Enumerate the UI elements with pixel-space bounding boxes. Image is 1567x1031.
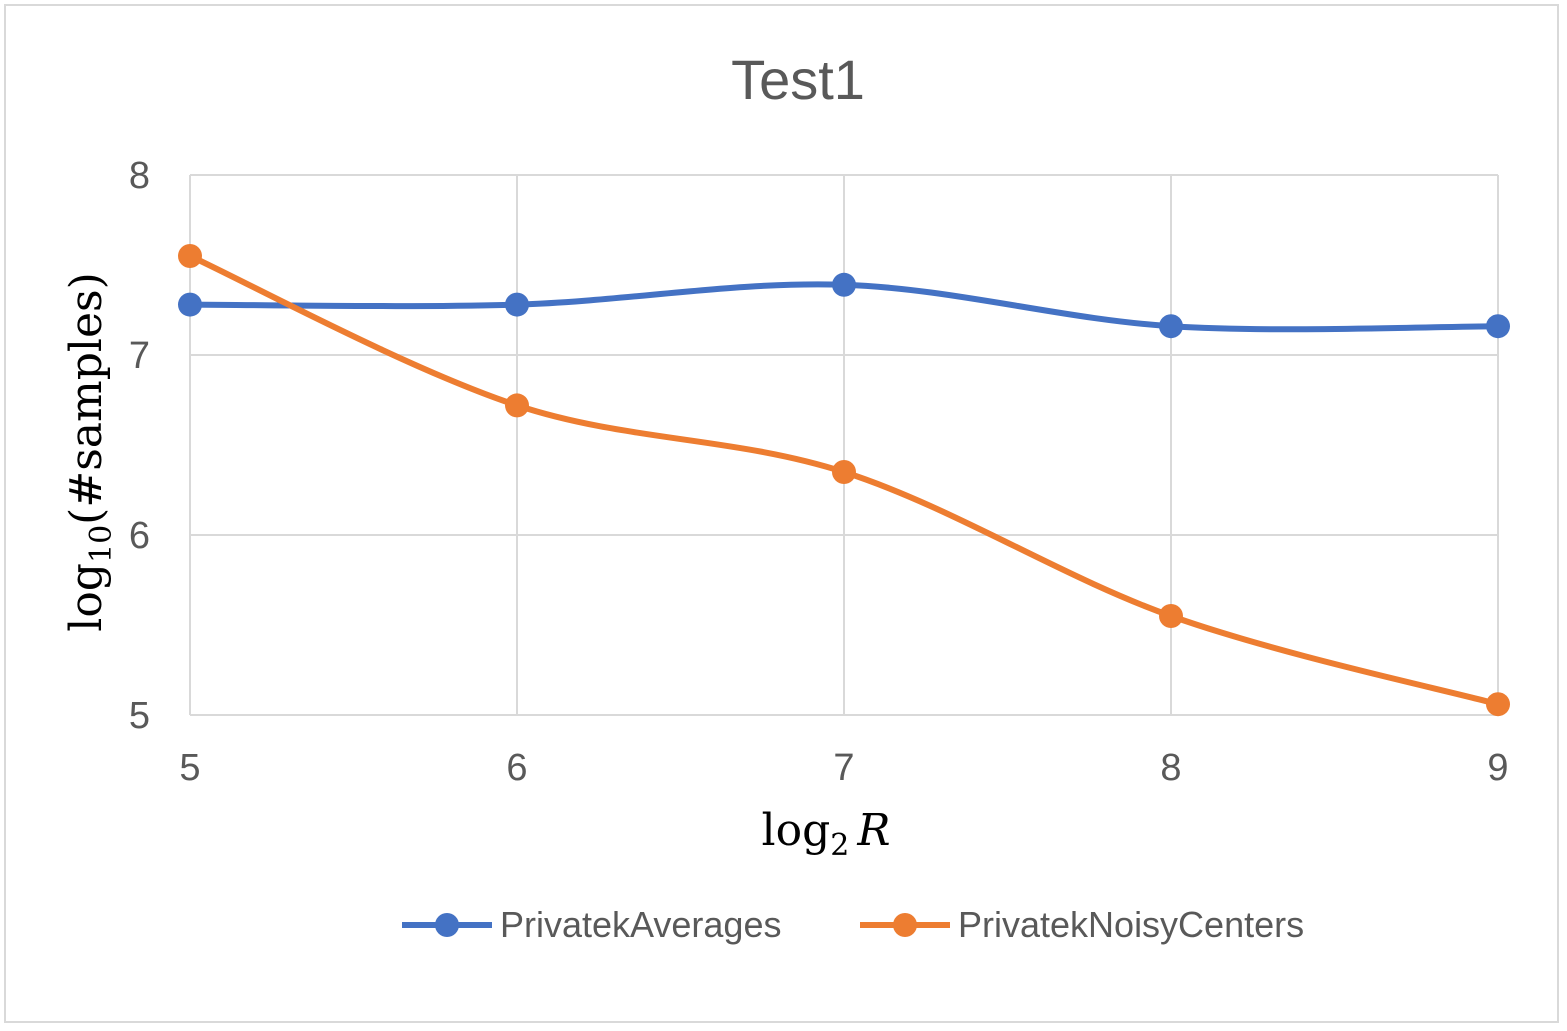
x-axis-title-subscript: 2 — [830, 828, 849, 863]
y-tick-label-7: 7 — [129, 335, 150, 377]
legend-item-privateknoisycenters: PrivatekNoisyCenters — [860, 904, 1304, 945]
legend-label-privatekaverages: PrivatekAverages — [500, 904, 781, 945]
data-point-privatekaverages-6 — [505, 293, 529, 317]
y-axis-title: log10(#samples) — [61, 272, 119, 632]
y-tick-label-5: 5 — [129, 695, 150, 737]
data-point-privateknoisycenters-9 — [1486, 692, 1510, 716]
y-axis-title-log: log — [61, 563, 112, 632]
gridlines — [190, 175, 1498, 715]
chart-canvas: Test1 5678 56789 log10(#samples) log2 R P… — [0, 0, 1567, 1031]
x-axis-title: log2 R — [762, 805, 891, 863]
x-tick-label-8: 8 — [1160, 747, 1181, 789]
y-tick-label-6: 6 — [129, 515, 150, 557]
chart-title: Test1 — [731, 48, 865, 111]
legend-label-privateknoisycenters: PrivatekNoisyCenters — [958, 904, 1304, 945]
data-point-privateknoisycenters-8 — [1159, 604, 1183, 628]
y-tick-labels: 5 6 7 8 — [129, 155, 150, 737]
x-tick-label-7: 7 — [833, 747, 854, 789]
data-point-privateknoisycenters-6 — [505, 393, 529, 417]
legend-marker-privateknoisycenters — [893, 913, 917, 937]
data-point-privatekaverages-7 — [832, 273, 856, 297]
legend-marker-privatekaverages — [435, 913, 459, 937]
data-point-privateknoisycenters-5 — [178, 244, 202, 268]
data-point-privatekaverages-8 — [1159, 314, 1183, 338]
x-tick-labels: 5 6 7 8 9 — [179, 747, 1508, 789]
data-point-privateknoisycenters-7 — [832, 460, 856, 484]
x-tick-label-6: 6 — [506, 747, 527, 789]
y-tick-label-8: 8 — [129, 155, 150, 197]
y-axis-title-rest: (#samples) — [61, 272, 112, 525]
y-axis-title-subscript: 10 — [84, 525, 119, 563]
data-point-privatekaverages-9 — [1486, 314, 1510, 338]
data-point-privatekaverages-5 — [178, 293, 202, 317]
legend-item-privatekaverages: PrivatekAverages — [402, 904, 781, 945]
x-tick-label-5: 5 — [179, 747, 200, 789]
x-tick-label-9: 9 — [1487, 747, 1508, 789]
legend: PrivatekAverages PrivatekNoisyCenters — [402, 904, 1304, 945]
x-axis-title-log: log — [762, 805, 831, 856]
x-axis-title-variable: R — [856, 805, 890, 856]
